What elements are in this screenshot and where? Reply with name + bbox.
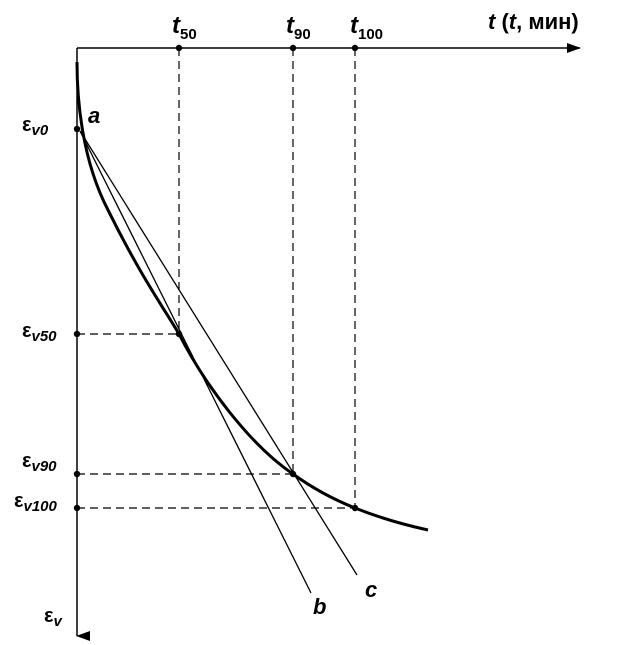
time-axis-label-open: ( (495, 9, 509, 34)
guide-lines (77, 48, 356, 509)
point-curve-50 (175, 330, 183, 338)
point-ev50 (73, 330, 81, 338)
time-mark-t100: t100 (350, 12, 383, 43)
point-t50 (175, 44, 183, 52)
time-mark-t100-sub: 100 (358, 26, 383, 43)
strain-mark-ev0-main: ε (22, 114, 32, 136)
time-axis-label-main: t (488, 9, 497, 34)
curve-label-b: b (313, 594, 326, 619)
point-curve-100 (351, 504, 359, 512)
time-axis-label-var: t (509, 9, 518, 34)
strain-mark-ev0: εv0 (22, 114, 49, 139)
time-mark-t50-sub: 50 (180, 26, 197, 43)
point-ev0 (73, 125, 81, 133)
strain-mark-ev90-main: ε (22, 450, 32, 472)
strain-mark-ev100: εv100 (14, 490, 58, 515)
time-mark-t90-sub: 90 (294, 26, 311, 43)
strain-mark-ev50: εv50 (22, 320, 57, 345)
point-ev100 (73, 504, 81, 512)
time-axis-label: t (t, мин) (488, 9, 579, 34)
time-mark-t50: t50 (172, 12, 197, 43)
secant-line-c (79, 130, 358, 576)
strain-mark-ev0-sub: v0 (32, 122, 49, 139)
strain-mark-ev100-main: ε (14, 490, 24, 512)
strain-mark-ev100-sub: v100 (24, 498, 58, 515)
time-mark-t50-main: t (172, 12, 181, 39)
point-ev90 (73, 470, 81, 478)
time-mark-t90: t90 (286, 12, 311, 43)
time-mark-t100-main: t (350, 12, 359, 39)
consolidation-curve (75, 61, 429, 532)
point-t100 (351, 44, 359, 52)
strain-mark-ev90-sub: v90 (32, 458, 58, 475)
time-mark-t90-main: t (286, 12, 295, 39)
strain-mark-ev50-main: ε (22, 320, 32, 342)
strain-axis-label-sub: v (54, 613, 64, 630)
time-axis-label-rest: , мин) (516, 9, 579, 34)
strain-mark-ev90: εv90 (22, 450, 57, 475)
strain-axis-label-main: ε (44, 605, 54, 627)
marker-points (73, 44, 359, 512)
strain-mark-ev50-sub: v50 (32, 328, 58, 345)
curve-label-a: a (88, 103, 100, 128)
strain-axis-label: εv (44, 605, 64, 630)
curve-label-c: c (365, 577, 377, 602)
point-t90 (289, 44, 297, 52)
point-curve-90 (289, 470, 297, 478)
